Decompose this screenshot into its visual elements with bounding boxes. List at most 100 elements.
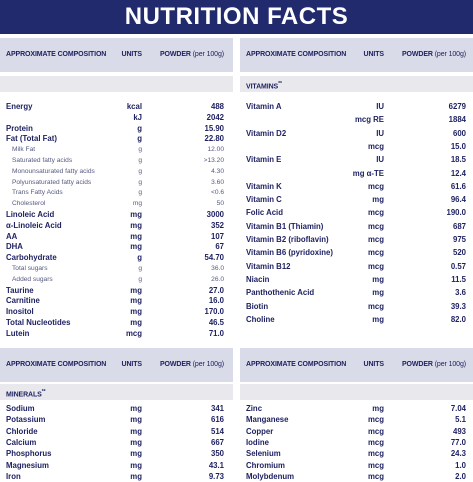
row-value: 26.0 — [211, 275, 224, 283]
row-unit: kcal — [126, 102, 142, 111]
row-unit: g — [137, 123, 142, 133]
column-header: POWDER (per 100g) — [124, 50, 224, 60]
row-unit: mg — [130, 437, 142, 447]
row-name: Polyunsaturated fatty acids — [12, 178, 92, 186]
row-name: Carnitine — [6, 296, 40, 306]
row-unit: g — [138, 146, 142, 154]
row-name: Phosphorus — [6, 449, 52, 459]
row-name: Vitamin A — [246, 102, 282, 111]
row-unit: mcg — [367, 471, 384, 481]
row-value: 18.5 — [450, 155, 466, 165]
row-unit: IU — [376, 155, 384, 165]
row-value: 2.0 — [455, 471, 466, 481]
row-name: Choline — [246, 314, 275, 324]
column-header: POWDER (per 100g) — [124, 360, 224, 370]
row-unit: mcg — [367, 181, 384, 191]
row-name: Inositol — [6, 307, 34, 317]
row-value: 975 — [452, 235, 466, 244]
row-name: Iron — [6, 471, 21, 481]
row-value: 4.30 — [211, 167, 224, 175]
row-unit: mg — [372, 274, 384, 284]
row-value: 71.0 — [208, 328, 224, 338]
row-unit: mg — [130, 449, 142, 459]
row-unit: mg — [130, 296, 142, 306]
row-unit: mcg — [367, 460, 384, 470]
row-unit: g — [138, 265, 142, 272]
row-unit: g — [138, 189, 142, 197]
row-name: AA — [6, 231, 18, 241]
row-value: 107 — [210, 231, 224, 241]
section-note: ** — [278, 81, 282, 87]
column-note: (per 100g) — [432, 51, 466, 58]
row-name: DHA — [6, 242, 23, 252]
column-header: UNITS — [121, 51, 142, 58]
row-unit: mg — [130, 471, 142, 481]
row-value: >13.20 — [203, 157, 224, 164]
row-name: Chloride — [6, 426, 38, 436]
section-note: ** — [41, 389, 46, 395]
row-unit: mcg — [367, 208, 384, 218]
row-value: 24.3 — [450, 449, 466, 459]
row-name: Vitamin K — [246, 181, 282, 191]
row-value: 3.60 — [211, 178, 224, 186]
row-value: 9.73 — [208, 471, 224, 481]
row-name: Energy — [6, 102, 33, 111]
row-value: 61.6 — [450, 181, 466, 191]
row-name: Molybdenum — [246, 471, 295, 481]
row-unit: mg — [132, 200, 142, 208]
section-label: VITAMINS** — [246, 81, 282, 91]
row-value: 170.0 — [204, 307, 224, 317]
row-value: 12.4 — [450, 168, 466, 178]
column-header: POWDER — [401, 51, 433, 58]
header-band — [240, 38, 473, 72]
row-unit: mcg — [367, 301, 384, 311]
row-name: Potassium — [6, 415, 46, 425]
row-name: Total Nucleotides — [6, 318, 71, 327]
column-header: POWDER (per 100g) — [366, 360, 466, 370]
row-value: 7.04 — [450, 404, 466, 413]
row-unit: mg — [130, 231, 142, 241]
row-name: Monounsaturated fatty acids — [12, 167, 95, 175]
row-unit: mcg — [367, 449, 384, 459]
row-name: Cholesterol — [12, 200, 46, 208]
row-value: 46.5 — [208, 318, 224, 327]
row-name: Vitamin B6 (pyridoxine) — [246, 248, 333, 258]
row-unit: mcg — [367, 221, 384, 231]
row-name: α-Linoleic Acid — [6, 220, 62, 230]
row-name: Total sugars — [12, 265, 48, 272]
row-unit: mg — [130, 460, 142, 470]
column-note: (per 100g) — [432, 361, 466, 368]
section-label: MINERALS** — [6, 389, 46, 399]
section-band — [240, 384, 473, 400]
row-name: Copper — [246, 426, 274, 436]
row-name: Vitamin B1 (Thiamin) — [246, 221, 324, 231]
row-unit: g — [138, 178, 142, 186]
row-name: Vitamin E — [246, 155, 282, 165]
row-value: 1.0 — [455, 460, 466, 470]
row-value: 520 — [452, 248, 466, 258]
row-value: 15.0 — [450, 141, 466, 151]
header-band — [240, 348, 473, 382]
row-name: Selenium — [246, 449, 281, 459]
row-name: Milk Fat — [12, 146, 36, 154]
row-name: Fat (Total Fat) — [6, 134, 57, 144]
row-unit: g — [138, 157, 142, 164]
row-name: Protein — [6, 123, 33, 133]
row-name: Chromium — [246, 460, 285, 470]
row-unit: g — [138, 167, 142, 175]
row-name: Zinc — [246, 404, 263, 413]
header-band — [0, 38, 233, 72]
row-value: 12.00 — [207, 146, 224, 154]
row-name: Manganese — [246, 415, 289, 425]
row-value: 190.0 — [446, 208, 466, 218]
row-value: 600 — [452, 128, 466, 138]
row-name: Added sugars — [12, 275, 53, 283]
row-unit: mg — [130, 415, 142, 425]
row-value: 2042 — [206, 112, 224, 122]
row-value: 67 — [215, 242, 224, 252]
row-value: 493 — [452, 426, 466, 436]
row-unit: mg — [130, 242, 142, 252]
column-header: UNITS — [121, 361, 142, 368]
section-band — [0, 384, 233, 400]
row-value: 50 — [216, 200, 224, 208]
